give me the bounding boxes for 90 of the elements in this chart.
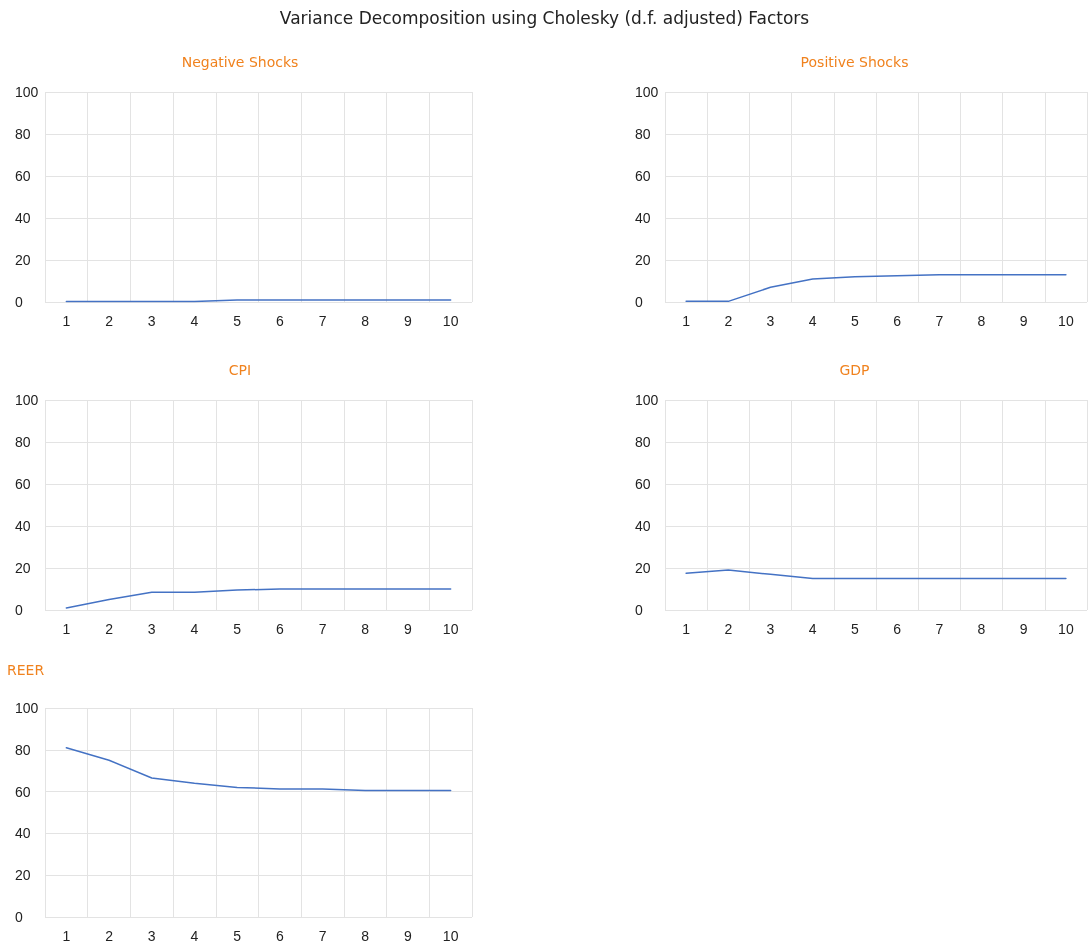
- x-tick-label: 6: [893, 621, 902, 637]
- x-tick-label: 4: [808, 621, 817, 637]
- y-tick-label: 40: [635, 210, 651, 226]
- x-tick-label: 8: [977, 621, 986, 637]
- chart-title: CPI: [228, 362, 252, 378]
- y-tick-label: 100: [635, 392, 659, 408]
- x-tick-label: 10: [442, 313, 459, 329]
- x-tick-label: 3: [147, 928, 156, 944]
- x-tick-label: 6: [275, 928, 284, 944]
- x-tick-label: 2: [105, 928, 114, 944]
- y-tick-label: 60: [15, 476, 31, 492]
- y-tick-label: 40: [15, 210, 31, 226]
- y-tick-label: 80: [635, 126, 651, 142]
- y-tick-label: 20: [635, 252, 651, 268]
- x-tick-label: 6: [275, 313, 284, 329]
- chart-title: Negative Shocks: [181, 54, 299, 70]
- x-tick-label: 3: [147, 313, 156, 329]
- y-tick-label: 80: [15, 126, 31, 142]
- x-tick-label: 2: [105, 313, 114, 329]
- x-tick-label: 2: [105, 621, 114, 637]
- line-series: [685, 569, 1067, 580]
- x-tick-label: 1: [682, 313, 691, 329]
- y-tick-label: 100: [635, 84, 659, 100]
- x-tick-label: 5: [851, 313, 859, 329]
- x-tick-label: 8: [361, 313, 370, 329]
- y-tick-label: 40: [15, 518, 31, 534]
- x-tick-label: 5: [233, 928, 242, 944]
- x-tick-label: 4: [190, 313, 199, 329]
- y-tick-label: 40: [635, 518, 651, 534]
- x-tick-label: 3: [766, 313, 775, 329]
- x-tick-label: 7: [935, 621, 944, 637]
- chart-title: Positive Shocks: [800, 54, 909, 70]
- chart-title: GDP: [839, 362, 870, 378]
- x-tick-label: 9: [404, 313, 413, 329]
- x-tick-label: 8: [361, 621, 370, 637]
- y-tick-label: 80: [635, 434, 651, 450]
- x-tick-label: 10: [442, 928, 459, 944]
- x-tick-label: 7: [318, 621, 327, 637]
- x-tick-label: 3: [147, 621, 156, 637]
- x-tick-label: 3: [766, 621, 775, 637]
- y-tick-label: 0: [15, 909, 23, 925]
- y-tick-label: 0: [15, 602, 23, 618]
- y-tick-label: 80: [15, 434, 31, 450]
- y-tick-label: 20: [15, 252, 31, 268]
- x-tick-label: 1: [62, 928, 71, 944]
- chart-title: REER: [7, 662, 45, 678]
- y-tick-label: 100: [15, 700, 39, 716]
- y-tick-label: 100: [15, 392, 39, 408]
- y-tick-label: 60: [15, 783, 31, 800]
- y-tick-label: 20: [15, 867, 31, 884]
- x-tick-label: 5: [233, 621, 242, 637]
- y-tick-label: 80: [15, 741, 31, 758]
- x-tick-label: 7: [935, 313, 944, 329]
- x-tick-label: 6: [275, 621, 284, 637]
- text: Variance Decomposition using Cholesky (d.f. adjusted) Factors: [278, 8, 811, 28]
- x-tick-label: 10: [442, 621, 459, 637]
- y-tick-label: 20: [15, 560, 31, 576]
- line-series: [685, 273, 1067, 303]
- y-tick-label: 100: [15, 84, 39, 100]
- x-tick-label: 10: [1058, 313, 1074, 329]
- line-series: [65, 588, 452, 609]
- x-tick-label: 9: [1019, 313, 1028, 329]
- y-tick-label: 0: [15, 294, 23, 310]
- x-tick-label: 1: [682, 621, 691, 637]
- y-tick-label: 60: [15, 168, 31, 184]
- x-tick-label: 5: [851, 621, 859, 637]
- y-tick-label: 60: [635, 168, 651, 184]
- x-tick-label: 1: [62, 621, 71, 637]
- x-tick-label: 9: [404, 621, 413, 637]
- x-tick-label: 5: [233, 313, 242, 329]
- x-tick-label: 7: [318, 313, 327, 329]
- y-tick-label: 60: [635, 476, 651, 492]
- x-tick-label: 8: [361, 928, 370, 944]
- line-series: [65, 746, 452, 792]
- x-tick-label: 8: [977, 313, 986, 329]
- x-tick-label: 6: [893, 313, 902, 329]
- x-tick-label: 1: [62, 313, 71, 329]
- x-tick-label: 7: [318, 928, 327, 944]
- y-tick-label: 40: [15, 825, 31, 842]
- x-tick-label: 4: [190, 928, 199, 944]
- y-tick-label: 20: [635, 560, 651, 576]
- x-tick-label: 2: [724, 313, 733, 329]
- x-tick-label: 4: [808, 313, 817, 329]
- x-tick-label: 9: [404, 928, 413, 944]
- y-tick-label: 0: [635, 294, 643, 310]
- y-tick-label: 0: [635, 602, 643, 618]
- x-tick-label: 9: [1019, 621, 1028, 637]
- x-tick-label: 2: [724, 621, 733, 637]
- x-tick-label: 4: [190, 621, 199, 637]
- x-tick-label: 10: [1058, 621, 1074, 637]
